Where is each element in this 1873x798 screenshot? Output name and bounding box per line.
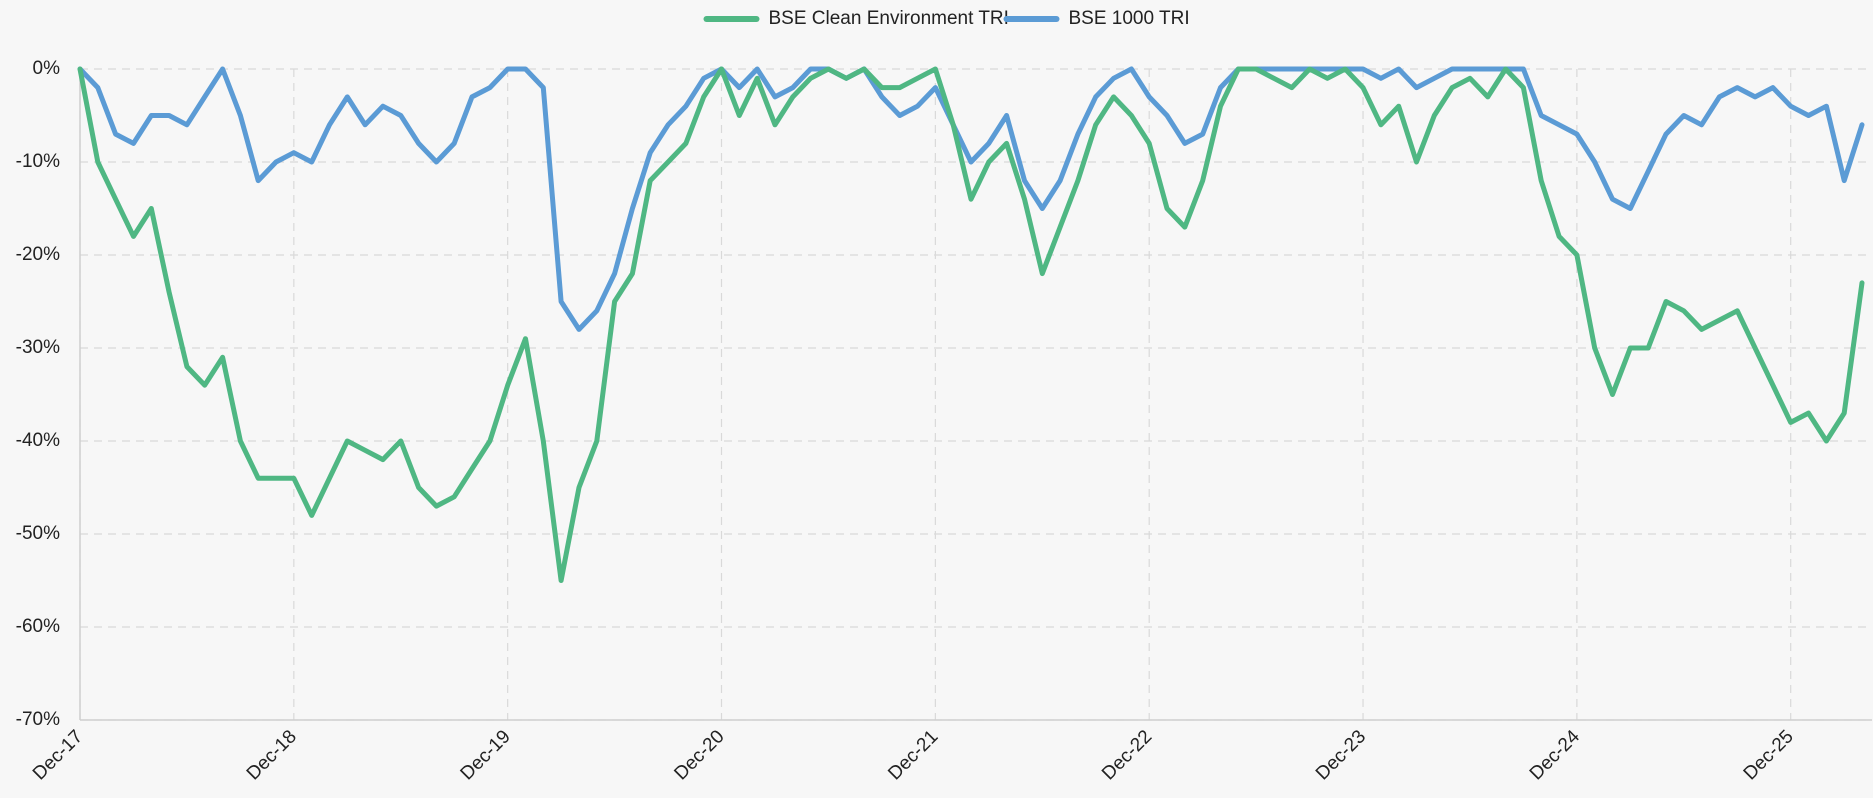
x-tick-label: Dec-17 — [29, 726, 87, 784]
x-tick-label: Dec-19 — [457, 726, 515, 784]
y-tick-label: 0% — [33, 58, 61, 79]
legend-label: BSE 1000 TRI — [1069, 8, 1190, 29]
y-tick-label: -50% — [16, 523, 60, 544]
y-tick-label: -30% — [16, 337, 60, 358]
y-tick-label: -60% — [16, 616, 60, 637]
x-tick-label: Dec-23 — [1312, 726, 1370, 784]
legend-label: BSE Clean Environment TRI — [769, 8, 1009, 29]
x-tick-label: Dec-24 — [1526, 726, 1584, 784]
x-tick-label: Dec-18 — [243, 726, 301, 784]
x-tick-label: Dec-25 — [1740, 726, 1798, 784]
y-tick-label: -20% — [16, 244, 60, 265]
x-tick-label: Dec-22 — [1098, 726, 1156, 784]
x-tick-label: Dec-20 — [670, 726, 728, 784]
series-line — [77, 66, 1865, 583]
x-tick-label: Dec-21 — [884, 726, 942, 784]
y-tick-label: -40% — [16, 430, 60, 451]
series-line — [77, 66, 1865, 332]
y-tick-label: -70% — [16, 709, 60, 730]
y-tick-label: -10% — [16, 151, 60, 172]
